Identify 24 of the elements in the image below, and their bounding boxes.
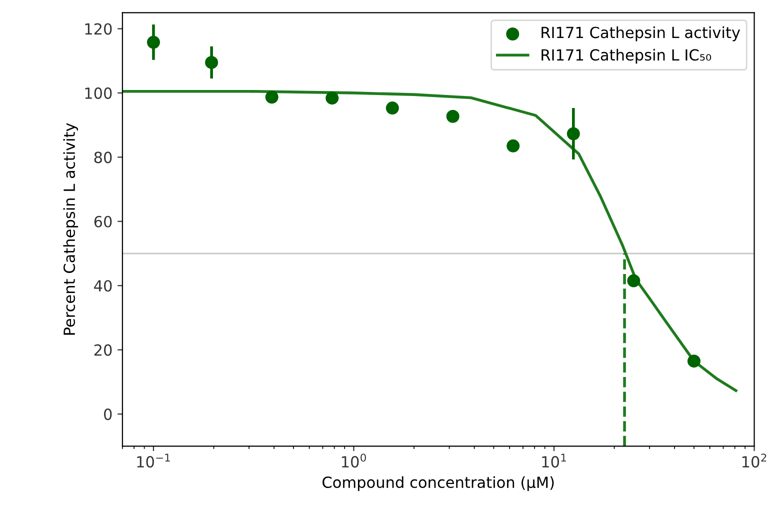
legend-label: RI171 Cathepsin L IC₅₀ <box>542 48 712 64</box>
point <box>627 274 640 288</box>
x-tick-label: 10$^{1}$ <box>542 454 566 468</box>
y-tick-label: 120 <box>85 23 112 35</box>
point <box>326 92 339 105</box>
x-tick-label: 10$^{−1}$ <box>137 454 170 468</box>
legend-label: RI171 Cathepsin L activity <box>542 26 740 42</box>
point <box>386 102 399 115</box>
point <box>205 56 218 69</box>
x-tick-label: 10$^{2}$ <box>742 454 766 468</box>
y-tick-label: 100 <box>85 87 112 99</box>
point <box>687 354 700 368</box>
point <box>265 90 278 104</box>
y-tick-label: 80 <box>94 152 112 164</box>
y-tick-label: 40 <box>94 280 112 292</box>
point <box>446 110 460 123</box>
y-tick-label: 20 <box>94 344 112 356</box>
y-axis-title: Percent Cathepsin L activity <box>63 123 78 335</box>
point <box>506 139 520 152</box>
y-tick-label: 0 <box>104 408 112 420</box>
x-axis-title: Compound concentration (µM) <box>322 476 554 492</box>
x-tick-label: 10$^{0}$ <box>342 454 366 468</box>
point <box>566 127 580 140</box>
y-tick-label: 60 <box>94 216 112 228</box>
